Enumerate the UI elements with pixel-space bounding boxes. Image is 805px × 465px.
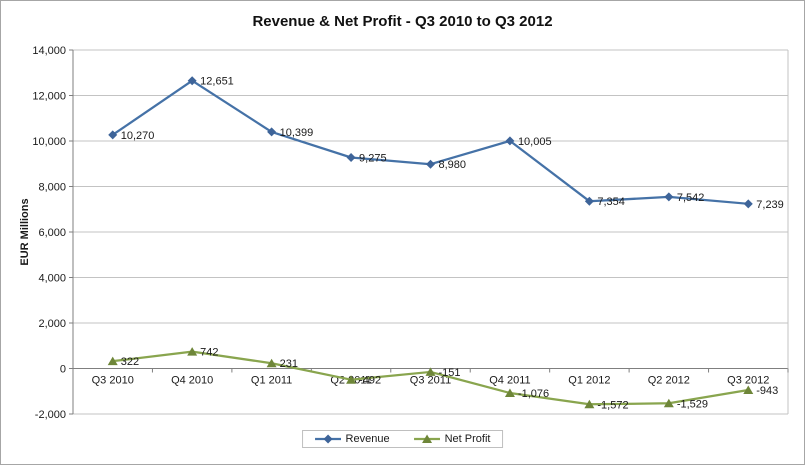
revenue-data-label: 12,651	[200, 76, 234, 88]
y-tick-label: 2,000	[38, 318, 66, 330]
x-tick-label: Q1 2012	[568, 375, 610, 387]
y-tick-label: 12,000	[32, 91, 66, 103]
x-tick-label: Q2 2012	[648, 375, 690, 387]
net-profit-data-label: -1,572	[597, 399, 628, 411]
y-axis-title: EUR Millions	[19, 198, 31, 265]
chart-title: Revenue & Net Profit - Q3 2010 to Q3 201…	[252, 13, 553, 30]
y-tick-label: -2,000	[35, 409, 66, 421]
legend: Revenue Net Profit	[301, 430, 504, 448]
revenue-legend-marker	[314, 434, 341, 444]
revenue-marker	[426, 159, 435, 169]
net-profit-data-label: -943	[756, 385, 778, 397]
net-profit-legend-marker	[413, 434, 440, 443]
y-tick-label: 6,000	[38, 227, 66, 239]
legend-item-net-profit: Net Profit	[413, 433, 491, 445]
net-profit-marker	[187, 347, 198, 356]
revenue-marker	[346, 152, 356, 162]
y-tick-label: 8,000	[38, 182, 66, 194]
revenue-data-label: 10,399	[280, 127, 314, 139]
revenue-marker	[664, 192, 674, 202]
revenue-data-label: 8,980	[439, 159, 467, 171]
legend-label-net-profit: Net Profit	[444, 433, 491, 445]
revenue-marker	[505, 136, 515, 146]
net-profit-data-label: -1,076	[518, 388, 549, 400]
legend-item-revenue: Revenue	[314, 433, 390, 445]
revenue-data-label: 7,354	[597, 196, 625, 208]
net-profit-marker	[266, 358, 277, 368]
x-tick-label: Q4 2010	[171, 375, 213, 387]
net-profit-data-label: 231	[280, 358, 298, 370]
revenue-marker	[108, 130, 118, 140]
net-profit-data-label: 742	[200, 347, 218, 359]
revenue-data-label: 10,270	[121, 130, 155, 142]
legend-label-revenue: Revenue	[345, 433, 390, 445]
revenue-marker	[743, 199, 753, 209]
revenue-marker	[267, 127, 277, 137]
net-profit-marker	[107, 356, 118, 366]
x-tick-label: Q3 2010	[92, 375, 134, 387]
net-profit-data-label: 322	[121, 356, 139, 368]
net-profit-marker	[504, 388, 515, 397]
net-profit-marker	[663, 398, 674, 408]
y-tick-label: 14,000	[32, 45, 66, 57]
revenue-marker	[187, 76, 197, 86]
net-profit-marker	[743, 385, 754, 394]
x-tick-label: Q3 2012	[727, 375, 769, 387]
x-tick-label: Q4 2011	[489, 375, 530, 387]
net-profit-marker	[584, 399, 595, 409]
revenue-line	[112, 79, 749, 205]
net-profit-data-label: -1,529	[677, 398, 708, 410]
legend-net-profit-marker	[421, 434, 432, 443]
revenue-data-label: 7,239	[756, 199, 784, 211]
y-tick-label: 10,000	[32, 136, 66, 148]
revenue-data-label: 9,275	[359, 152, 387, 164]
revenue-data-label: 7,542	[677, 192, 705, 204]
legend-revenue-marker	[323, 434, 333, 444]
y-tick-label: 0	[60, 364, 66, 376]
revenue-data-label: 10,005	[518, 136, 552, 148]
x-tick-label: Q3 2011	[410, 375, 451, 387]
net-profit-data-label: -151	[439, 367, 461, 379]
y-tick-label: 4,000	[38, 273, 66, 285]
x-tick-label: Q1 2011	[251, 375, 292, 387]
revenue-marker	[584, 196, 594, 206]
net-profit-marker	[346, 375, 357, 384]
net-profit-data-label: -492	[359, 375, 381, 387]
net-profit-marker	[425, 367, 436, 376]
